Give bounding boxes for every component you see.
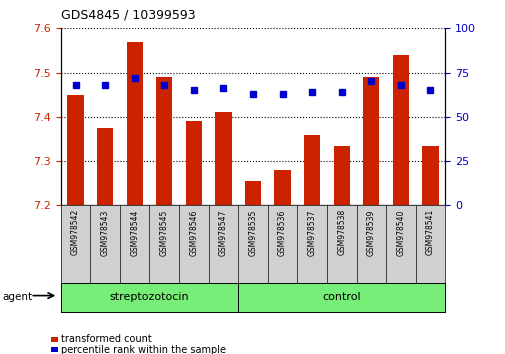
Bar (392, 55, 408, 205)
Text: GSM978545: GSM978545 (160, 209, 169, 256)
Text: percentile rank within the sample: percentile rank within the sample (61, 345, 225, 354)
Text: GSM978542: GSM978542 (71, 209, 80, 256)
Text: GSM978546: GSM978546 (189, 209, 198, 256)
Text: streptozotocin: streptozotocin (110, 292, 189, 302)
Text: GSM978544: GSM978544 (130, 209, 139, 256)
Bar (67, 95, 83, 205)
Text: GSM978535: GSM978535 (248, 209, 257, 256)
Bar (363, 77, 379, 205)
Bar (185, 121, 201, 205)
Text: GSM978543: GSM978543 (100, 209, 110, 256)
Text: GSM978536: GSM978536 (278, 209, 286, 256)
Bar (304, 135, 320, 205)
Text: GSM978537: GSM978537 (307, 209, 316, 256)
Text: GDS4845 / 10399593: GDS4845 / 10399593 (61, 8, 195, 21)
Bar (156, 77, 172, 205)
Text: GSM978541: GSM978541 (425, 209, 434, 256)
Text: transformed count: transformed count (61, 334, 151, 344)
Text: agent: agent (3, 292, 33, 302)
Text: GSM978538: GSM978538 (336, 209, 345, 256)
Bar (126, 41, 142, 205)
Bar (215, 112, 231, 205)
Bar (244, 181, 261, 205)
Bar (274, 170, 290, 205)
Text: GSM978547: GSM978547 (219, 209, 227, 256)
Bar (422, 145, 438, 205)
Text: GSM978539: GSM978539 (366, 209, 375, 256)
Text: control: control (322, 292, 361, 302)
Bar (333, 145, 349, 205)
Text: GSM978540: GSM978540 (395, 209, 405, 256)
Bar (97, 128, 113, 205)
